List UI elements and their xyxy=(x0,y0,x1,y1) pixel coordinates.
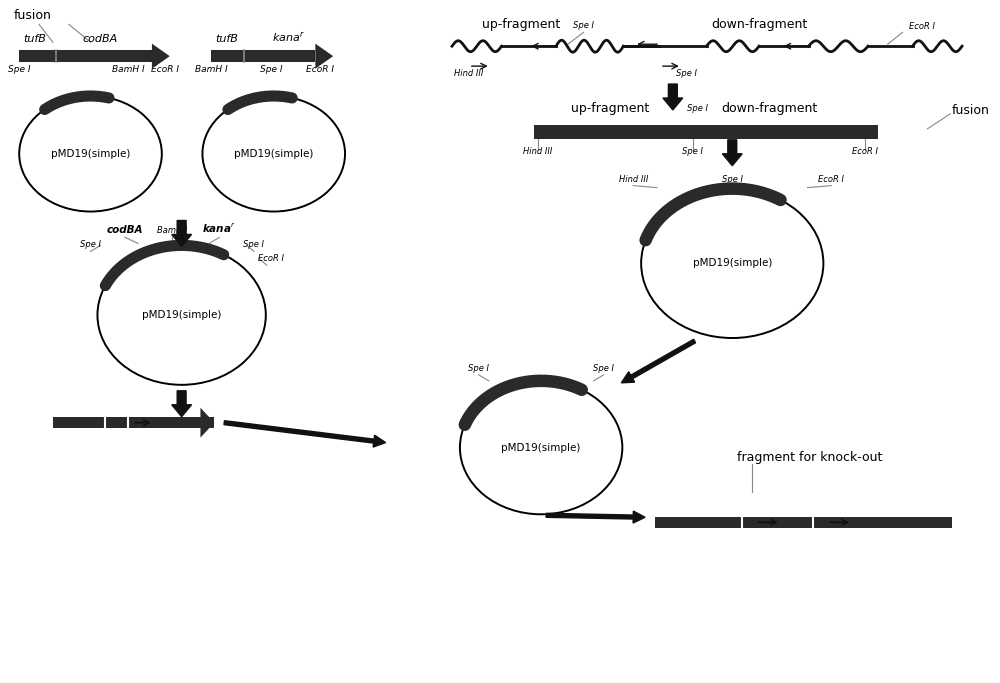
Text: Spe I: Spe I xyxy=(243,240,264,249)
Text: codBA: codBA xyxy=(83,34,118,44)
Bar xyxy=(211,50,315,62)
Polygon shape xyxy=(546,511,645,523)
Text: pMD19(simple): pMD19(simple) xyxy=(234,149,313,158)
Text: BamH I: BamH I xyxy=(112,65,144,74)
Polygon shape xyxy=(224,421,386,447)
Text: down-fragment: down-fragment xyxy=(721,102,817,115)
Polygon shape xyxy=(621,339,696,383)
Polygon shape xyxy=(172,221,192,247)
Text: kana$^r$: kana$^r$ xyxy=(272,31,305,44)
Bar xyxy=(53,417,128,428)
Polygon shape xyxy=(172,391,192,417)
Text: Hind III: Hind III xyxy=(454,69,484,78)
Text: EcoR I: EcoR I xyxy=(852,147,878,156)
Text: BamH I: BamH I xyxy=(157,227,187,236)
Text: pMD19(simple): pMD19(simple) xyxy=(693,258,772,268)
Polygon shape xyxy=(722,140,742,166)
Text: EcoR I: EcoR I xyxy=(818,175,844,184)
Text: Spe I: Spe I xyxy=(468,364,489,373)
Text: BamH I: BamH I xyxy=(195,65,228,74)
Text: Spe I: Spe I xyxy=(80,240,101,249)
Text: Spe I: Spe I xyxy=(687,104,708,113)
Text: Spe I: Spe I xyxy=(676,69,697,78)
Text: Spe I: Spe I xyxy=(682,147,703,156)
Polygon shape xyxy=(152,44,170,69)
Text: Spe I: Spe I xyxy=(260,65,282,74)
Bar xyxy=(19,50,152,62)
Polygon shape xyxy=(315,44,333,69)
Text: Hind III: Hind III xyxy=(619,175,648,184)
Bar xyxy=(655,517,952,528)
Text: Spe I: Spe I xyxy=(593,364,614,373)
Text: EcoR I: EcoR I xyxy=(151,65,179,74)
Polygon shape xyxy=(663,84,683,110)
Text: EcoR I: EcoR I xyxy=(306,65,334,74)
Text: EcoR I: EcoR I xyxy=(258,254,284,264)
Text: pMD19(simple): pMD19(simple) xyxy=(501,443,581,453)
Text: fusion: fusion xyxy=(13,10,51,23)
Polygon shape xyxy=(200,408,214,438)
Text: down-fragment: down-fragment xyxy=(711,18,807,31)
Text: EcoR I: EcoR I xyxy=(909,23,935,31)
Text: fusion: fusion xyxy=(952,104,990,117)
Text: tufB: tufB xyxy=(216,34,239,44)
Text: codBA: codBA xyxy=(107,225,143,236)
Text: pMD19(simple): pMD19(simple) xyxy=(142,310,221,320)
Text: up-fragment: up-fragment xyxy=(571,102,650,115)
Text: Spe I: Spe I xyxy=(573,21,594,30)
Text: tufB: tufB xyxy=(24,34,46,44)
Text: Spe I: Spe I xyxy=(722,175,743,184)
Text: kana$^r$: kana$^r$ xyxy=(202,223,236,236)
Text: up-fragment: up-fragment xyxy=(482,18,560,31)
Text: fragment for knock-out: fragment for knock-out xyxy=(737,451,883,464)
Text: Hind III: Hind III xyxy=(523,147,553,156)
Bar xyxy=(534,125,878,139)
Bar xyxy=(128,417,214,428)
Text: pMD19(simple): pMD19(simple) xyxy=(51,149,130,158)
Text: Spe I: Spe I xyxy=(8,65,30,74)
